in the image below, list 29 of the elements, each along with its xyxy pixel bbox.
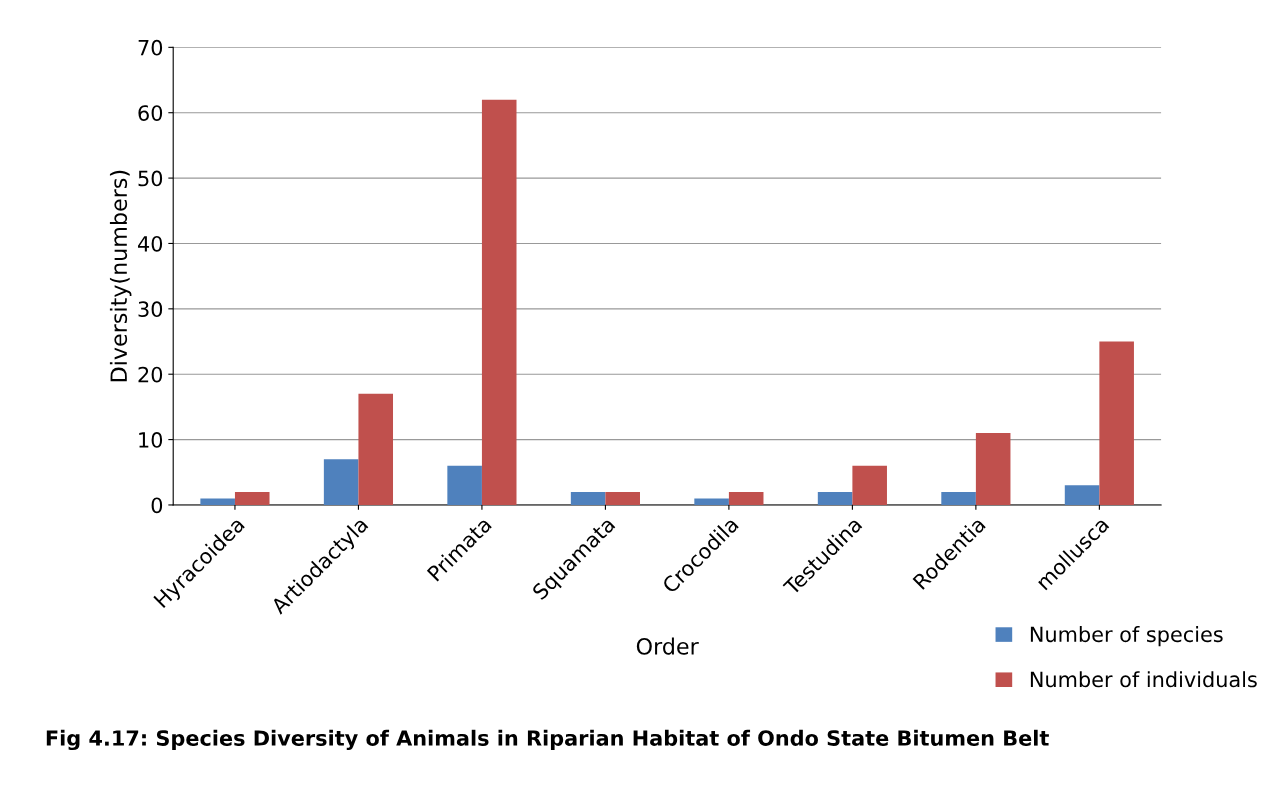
bar xyxy=(323,459,359,505)
bar xyxy=(358,393,394,505)
bar xyxy=(200,498,235,505)
caption: Fig 4.17: Species Diversity of Animals in Riparian Habitat of Ondo State Bitumen Belt xyxy=(46,729,1049,751)
y-axis-title: Diversity(numbers) xyxy=(109,170,132,382)
bar xyxy=(941,491,976,505)
y-tick-label: 40 xyxy=(137,235,163,252)
bar xyxy=(1099,341,1134,505)
bar xyxy=(570,491,606,505)
y-tick-label: 30 xyxy=(138,301,163,318)
bar xyxy=(481,99,517,505)
bar xyxy=(817,491,853,505)
y-tick-label: 60 xyxy=(138,105,163,121)
x-axis-title: Order xyxy=(636,637,699,655)
y-tick-label: 70 xyxy=(138,39,163,56)
bar xyxy=(605,491,640,505)
legend-label: Number of individuals xyxy=(1030,671,1257,688)
legend-label: Number of species xyxy=(1030,626,1223,647)
bar xyxy=(975,433,1011,505)
bar xyxy=(694,498,729,505)
y-tick-label: 20 xyxy=(138,366,163,383)
y-tick-label: 10 xyxy=(139,432,163,448)
bar xyxy=(728,491,764,505)
bar xyxy=(852,465,887,505)
y-tick-label: 0 xyxy=(151,497,163,514)
y-tick-label: 50 xyxy=(138,170,163,187)
bar xyxy=(447,465,482,505)
bar xyxy=(234,491,270,505)
bar xyxy=(1064,485,1100,505)
